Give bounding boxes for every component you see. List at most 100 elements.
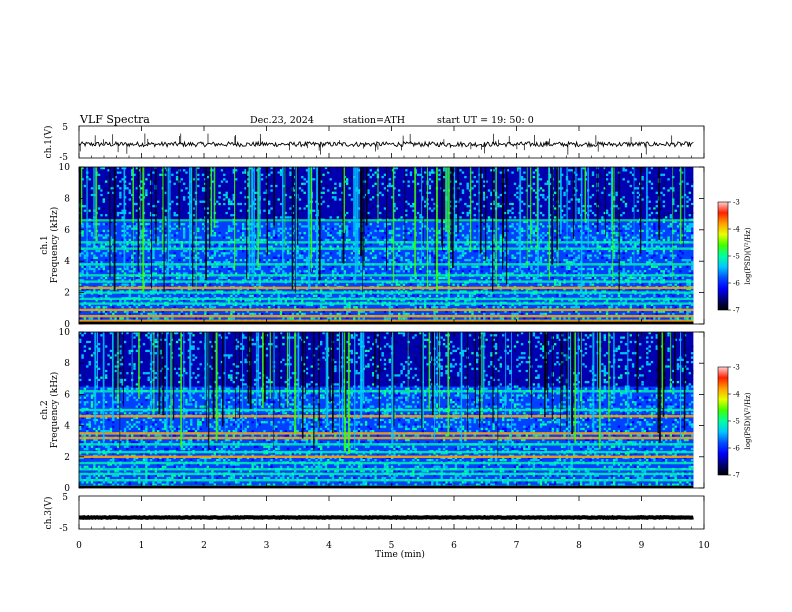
spectrogram-cell [135, 243, 139, 246]
spectrogram-cell [537, 294, 540, 298]
spectrogram-cell [660, 276, 663, 280]
spectrogram-cell [674, 229, 677, 233]
spectrogram-cell [239, 191, 243, 194]
spectrogram-cell [341, 236, 344, 239]
spectrogram-cell [400, 256, 403, 259]
spectrogram-cell [591, 223, 595, 226]
spectrogram-cell [346, 225, 349, 228]
spectrogram-cell [374, 171, 377, 174]
spectrogram-cell [624, 232, 628, 235]
spectrogram-cell [220, 272, 224, 275]
spectrogram-cell [641, 229, 644, 233]
spectrogram-cell [525, 312, 528, 316]
spectrogram-cell [315, 294, 318, 298]
spectrogram-cell [634, 243, 637, 246]
spectrogram-cell [147, 196, 150, 199]
spectrogram-cell [183, 223, 186, 226]
spectrogram-cell [305, 303, 309, 307]
spectrogram-cell [558, 196, 562, 199]
spectrogram-cell [119, 276, 122, 280]
spectrogram-cell [277, 294, 280, 298]
spectrogram-cell [523, 303, 526, 307]
spectrogram-cell [532, 229, 536, 233]
spectrogram-cell [268, 211, 271, 215]
spectrogram-cell [183, 299, 186, 302]
spectrogram-cell [648, 236, 651, 239]
spectrogram-cell [476, 202, 479, 206]
spectrogram-cell [400, 267, 403, 271]
spectrogram-cell [282, 272, 285, 275]
spectrogram-cell [338, 254, 342, 257]
spectrogram-cell [152, 317, 155, 320]
spectrogram-cell [242, 279, 245, 282]
spectrogram-cell [643, 270, 647, 273]
spectrogram-cell [244, 171, 247, 174]
spectrogram-cell [126, 267, 129, 271]
spectrogram-cell [686, 312, 689, 316]
spectrogram-cell [461, 211, 465, 215]
spectrogram-cell [542, 306, 545, 309]
spectrogram-cell [546, 182, 550, 185]
spectrogram-cell [395, 234, 398, 237]
spectrogram-cell [390, 236, 394, 239]
spectrogram-cell [147, 270, 150, 273]
spectrogram-cell [398, 234, 401, 237]
spectrogram-cell [554, 270, 557, 273]
spectrogram-cell [655, 252, 658, 255]
spectrogram-cell [260, 294, 264, 298]
spectrogram-cell [641, 299, 644, 302]
spectrogram-cell [537, 288, 540, 291]
spectrogram-cell [131, 173, 134, 176]
spectrogram-cell [610, 306, 614, 309]
spectrogram-cell [416, 303, 420, 307]
spectrogram-cell [499, 223, 502, 226]
spectrogram-cell [227, 207, 231, 210]
spectrogram-cell [454, 229, 458, 233]
spectrogram-cell [667, 312, 670, 316]
spectrogram-cell [206, 220, 209, 224]
spectrogram-cell [388, 184, 391, 188]
spectrogram-cell [530, 310, 533, 313]
spectrogram-cell [525, 276, 528, 280]
spectrogram-cell [516, 196, 519, 199]
spectrogram-cell [235, 254, 238, 257]
spectrogram-cell [631, 236, 635, 239]
spectrogram-cell [126, 310, 129, 313]
spectrogram-cell [190, 299, 193, 302]
spectrogram-cell [395, 227, 398, 230]
spectrogram-cell [152, 180, 155, 183]
spectrogram-cell [268, 178, 271, 181]
spectrogram-cell [532, 317, 536, 320]
spectrogram-cell [518, 279, 521, 282]
spectrogram-cell [230, 227, 233, 230]
spectrogram-cell [490, 229, 493, 233]
spectrogram-cell [329, 232, 332, 235]
spectrogram-cell [608, 227, 611, 230]
spectrogram-cell [525, 189, 528, 192]
spectrogram-cell [286, 216, 290, 219]
spectrogram-cell [199, 279, 202, 282]
spectrogram-cell [582, 171, 585, 174]
spectrogram-cell [171, 173, 174, 176]
spectrogram-cell [428, 250, 432, 253]
spectrogram-cell [312, 225, 316, 228]
spectrogram-cell [511, 272, 514, 275]
spectrogram-cell [201, 283, 205, 286]
spectrogram-cell [232, 171, 235, 174]
spectrogram-cell [523, 256, 526, 259]
spectrogram-cell [206, 270, 209, 273]
spectrogram-cell [86, 288, 89, 291]
spectrogram-cell [683, 234, 687, 237]
spectrogram-cell [324, 238, 328, 242]
spectrogram-cell [665, 216, 668, 219]
spectrogram-cell [662, 180, 666, 183]
spectrogram-cell [683, 259, 687, 262]
spectrogram-cell [260, 303, 264, 307]
spectrogram-cell [301, 306, 304, 309]
spectrogram-cell [336, 169, 339, 172]
spectrogram-cell [511, 254, 514, 257]
spectrogram-cell [464, 209, 467, 212]
spectrogram-cell [483, 227, 486, 230]
spectrogram-cell [204, 310, 207, 313]
spectrogram-cell [405, 265, 408, 268]
